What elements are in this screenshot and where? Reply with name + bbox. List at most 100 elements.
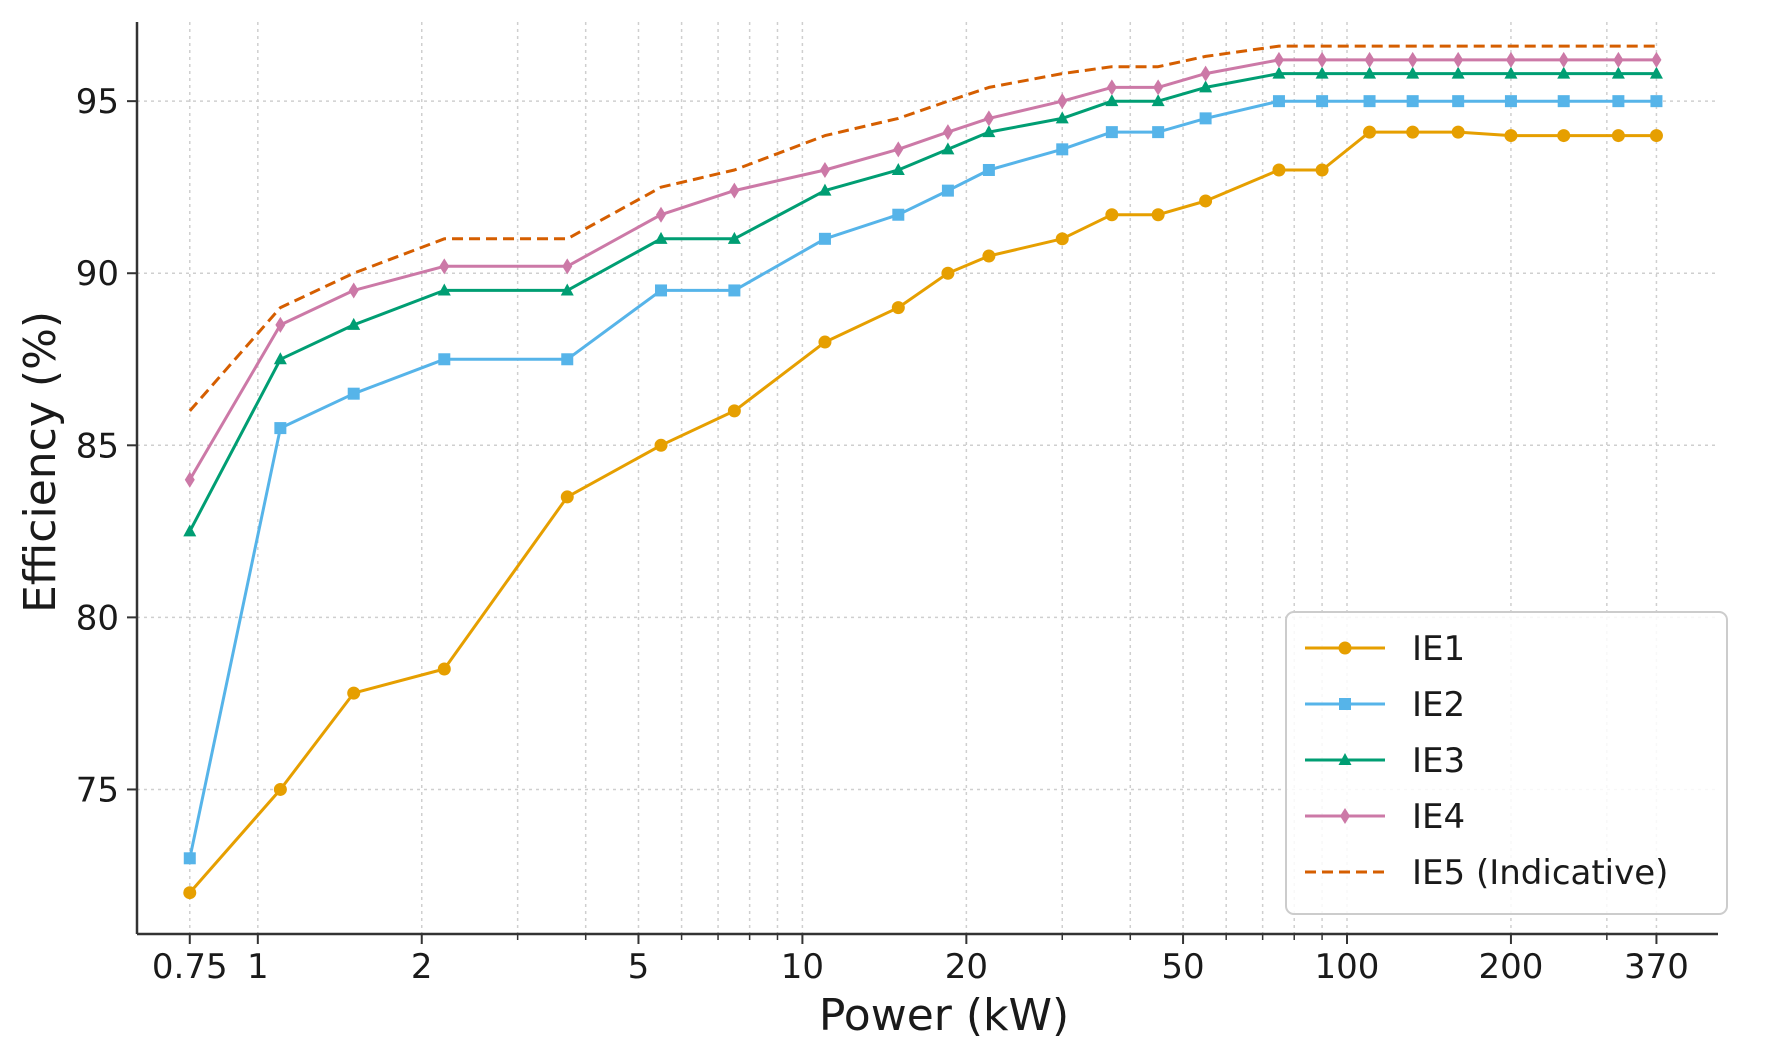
x-tick-label: 370 [1624,947,1689,987]
data-point [1504,95,1517,108]
data-point [1611,129,1625,143]
data-point [818,335,832,349]
series-ie4 [184,51,1662,488]
data-point [891,162,905,175]
y-tick-label: 95 [76,82,119,122]
data-point [1152,126,1165,139]
data-point [982,125,996,138]
data-point [941,184,954,197]
data-point [1649,66,1663,79]
data-point [438,353,451,366]
series-ie1 [183,125,1663,900]
data-point [1055,232,1069,246]
data-point [818,183,832,196]
data-point [728,284,741,297]
legend-label: IE5 (Indicative) [1412,853,1668,893]
data-point [727,231,741,244]
data-point [1199,194,1213,208]
data-point [1451,125,1465,139]
data-point [819,161,830,178]
data-point [274,422,287,435]
data-point [1504,66,1518,79]
y-tick-label: 90 [76,254,119,294]
data-point [560,283,574,296]
data-point [1505,51,1516,68]
y-tick-label: 75 [76,770,119,810]
series-ie5-indicative [188,44,1657,412]
data-point [942,124,953,141]
data-point [1406,125,1420,139]
data-point [1406,66,1420,79]
series-line [188,99,1657,859]
data-point [347,686,361,700]
y-tick-label: 80 [76,598,119,638]
x-tick-label: 20 [945,947,988,987]
data-point [1056,143,1069,156]
legend-marker [1338,753,1352,765]
series-line [188,44,1657,412]
data-point [1363,66,1377,79]
data-point [656,206,667,223]
data-point [1558,51,1569,68]
x-tick-label: 0.75 [152,947,228,987]
y-axis-title: Efficiency (%) [15,311,66,613]
data-point [1057,93,1068,110]
data-point [655,284,668,297]
x-tick-label: 50 [1161,947,1204,987]
data-point [183,524,197,537]
data-point [275,316,286,333]
axes [135,22,1718,936]
data-point [1273,51,1284,68]
x-tick-label: 1 [247,947,269,987]
legend-marker [1339,698,1351,710]
legend-entry: IE5 (Indicative) [1305,853,1668,893]
data-point [1315,66,1329,79]
data-point [1272,95,1285,108]
data-point [348,282,359,299]
data-point [1451,66,1465,79]
data-point [729,182,740,199]
data-point [1363,125,1377,139]
data-point [1557,66,1571,79]
data-point [891,301,905,315]
legend-entry: IE1 [1305,629,1465,669]
data-point [183,886,197,900]
ticks: 0.75 1 2 5 10 20 50 100 200 370 75 80 85 90 95 [76,82,1689,987]
legend-entry: IE3 [1305,741,1465,781]
legend-entry: IE4 [1305,797,1465,837]
data-point [941,142,955,155]
legend-frame [1285,611,1728,915]
data-point [1406,95,1419,108]
legend-label: IE1 [1412,629,1465,669]
series-line [188,72,1657,532]
data-point [1200,65,1211,82]
data-point [1407,51,1418,68]
legend-entry: IE2 [1305,685,1465,725]
data-point [1453,51,1464,68]
data-point [1651,51,1662,68]
data-point [654,438,668,452]
data-point [1613,51,1624,68]
data-point [562,258,573,275]
x-tick-label: 10 [781,947,824,987]
series-line [188,130,1657,894]
x-tick-label: 2 [411,947,433,987]
x-axis-title: Power (kW) [819,990,1069,1041]
data-point [893,141,904,158]
data-point [1612,95,1625,108]
data-point [983,110,994,127]
data-point [892,208,905,221]
series-ie3 [183,66,1663,537]
data-point [347,387,360,400]
x-tick-label: 100 [1315,947,1380,987]
data-point [1316,95,1329,108]
data-point [1317,51,1328,68]
legend-label: IE3 [1412,741,1465,781]
data-point [437,662,451,676]
data-point [1650,95,1663,108]
data-point [183,852,196,865]
data-point [1199,80,1213,93]
data-point [1151,208,1165,222]
